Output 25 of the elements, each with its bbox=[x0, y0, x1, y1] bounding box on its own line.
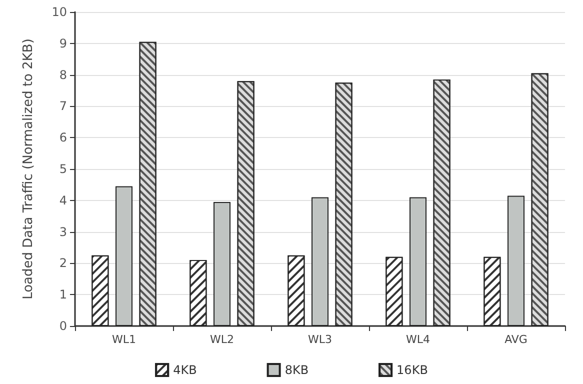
bar bbox=[116, 186, 132, 326]
legend-label: 16KB bbox=[396, 363, 428, 377]
y-tick-label: 1 bbox=[59, 288, 67, 302]
bar bbox=[410, 197, 426, 326]
bar bbox=[508, 196, 524, 326]
y-tick-label: 3 bbox=[59, 224, 67, 239]
y-tick-label: 10 bbox=[52, 5, 67, 19]
x-tick-label: WL4 bbox=[406, 333, 430, 346]
y-tick-label: 0 bbox=[59, 319, 67, 333]
y-tick-label: 8 bbox=[59, 68, 67, 82]
y-tick-label: 6 bbox=[59, 130, 67, 145]
bar bbox=[214, 202, 230, 326]
y-tick-label: 7 bbox=[59, 99, 67, 114]
x-tick-label: WL3 bbox=[308, 333, 332, 346]
legend-label: 8KB bbox=[284, 363, 309, 377]
y-tick-label: 4 bbox=[59, 193, 67, 208]
y-axis-title: Loaded Data Traffic (Normalized to 2KB) bbox=[21, 38, 36, 300]
legend-label: 4KB bbox=[173, 363, 197, 377]
x-tick-label: WL2 bbox=[210, 333, 234, 346]
y-tick-label: 9 bbox=[59, 36, 67, 50]
y-tick-label: 2 bbox=[59, 256, 67, 270]
x-tick-label: AVG bbox=[504, 333, 528, 346]
x-tick-label: WL1 bbox=[112, 333, 136, 346]
bar bbox=[312, 197, 328, 326]
y-tick-label: 5 bbox=[59, 162, 67, 176]
